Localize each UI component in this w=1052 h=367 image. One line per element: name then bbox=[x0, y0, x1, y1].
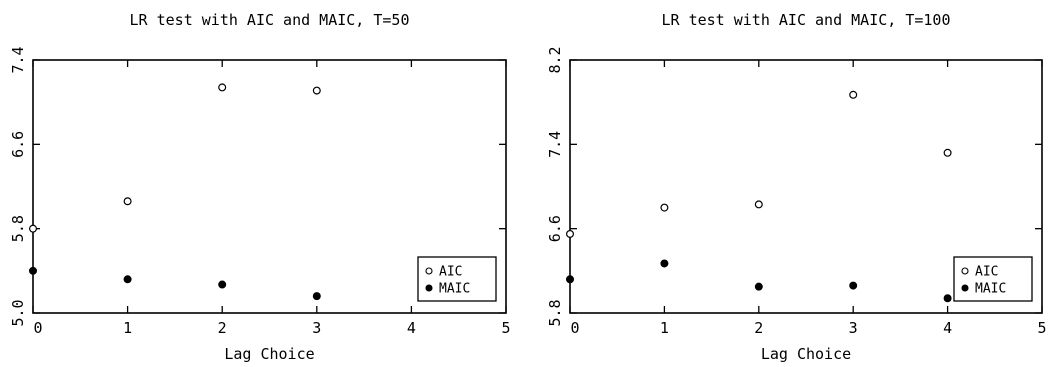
x-axis-label: Lag Choice bbox=[224, 345, 314, 363]
x-tick-label: 5 bbox=[501, 319, 510, 337]
x-tick-label: 3 bbox=[312, 319, 321, 337]
maic-point bbox=[849, 281, 858, 290]
legend-label: MAIC bbox=[975, 282, 1006, 297]
aic-point bbox=[943, 148, 952, 157]
legend-box bbox=[953, 256, 1033, 302]
aic-point bbox=[754, 200, 763, 209]
y-tick-label: 5.0 bbox=[9, 299, 27, 326]
chart-title: LR test with AIC and MAIC, T=100 bbox=[662, 11, 951, 29]
x-tick-label: 3 bbox=[849, 319, 858, 337]
x-tick-label: 5 bbox=[1037, 319, 1046, 337]
y-tick-label: 7.4 bbox=[9, 46, 27, 73]
maic-point bbox=[123, 275, 132, 284]
plot-frame bbox=[569, 59, 1043, 314]
y-tick-label: 5.8 bbox=[9, 215, 27, 242]
maic-point bbox=[943, 294, 952, 303]
chart-panel-2: LR test with AIC and MAIC, T=100 0 1 2 3 4 5 5.… bbox=[546, 11, 1047, 363]
aic-point bbox=[660, 203, 669, 212]
x-tick-label: 1 bbox=[660, 319, 669, 337]
legend-marker bbox=[425, 267, 433, 275]
x-tick-label: 4 bbox=[943, 319, 952, 337]
legend-marker bbox=[961, 284, 969, 292]
maic-point bbox=[312, 292, 321, 301]
aic-point bbox=[29, 224, 38, 233]
legend-label: AIC bbox=[975, 265, 998, 280]
aic-point bbox=[218, 83, 227, 92]
aic-point bbox=[312, 86, 321, 95]
maic-point bbox=[660, 259, 669, 268]
aic-point bbox=[849, 90, 858, 99]
y-tick-label: 5.8 bbox=[546, 299, 564, 326]
chart-panel-1: LR test with AIC and MAIC, T=50 0 1 2 3 4 5 5.0… bbox=[9, 11, 511, 363]
x-tick-label: 0 bbox=[33, 319, 42, 337]
legend-label: AIC bbox=[439, 265, 462, 280]
y-tick-label: 8.2 bbox=[546, 46, 564, 73]
legend-box bbox=[417, 256, 497, 302]
y-tick-label: 7.4 bbox=[546, 131, 564, 158]
maic-point bbox=[754, 282, 763, 291]
x-tick-label: 4 bbox=[407, 319, 416, 337]
legend-marker bbox=[961, 267, 969, 275]
plot-frame bbox=[32, 59, 507, 314]
maic-point bbox=[29, 266, 38, 275]
legend-label: MAIC bbox=[439, 282, 470, 297]
chart-title: LR test with AIC and MAIC, T=50 bbox=[130, 11, 410, 29]
aic-point bbox=[565, 229, 574, 238]
x-tick-label: 0 bbox=[570, 319, 579, 337]
legend: AIC MAIC bbox=[417, 256, 497, 302]
x-tick-label: 2 bbox=[218, 319, 227, 337]
legend-marker bbox=[425, 284, 433, 292]
x-tick-label: 1 bbox=[123, 319, 132, 337]
aic-point bbox=[123, 197, 132, 206]
x-axis-label: Lag Choice bbox=[761, 345, 851, 363]
y-tick-label: 6.6 bbox=[9, 131, 27, 158]
legend: AIC MAIC bbox=[953, 256, 1033, 302]
maic-point bbox=[218, 280, 227, 289]
maic-point bbox=[565, 275, 574, 284]
y-tick-label: 6.6 bbox=[546, 215, 564, 242]
x-tick-label: 2 bbox=[754, 319, 763, 337]
